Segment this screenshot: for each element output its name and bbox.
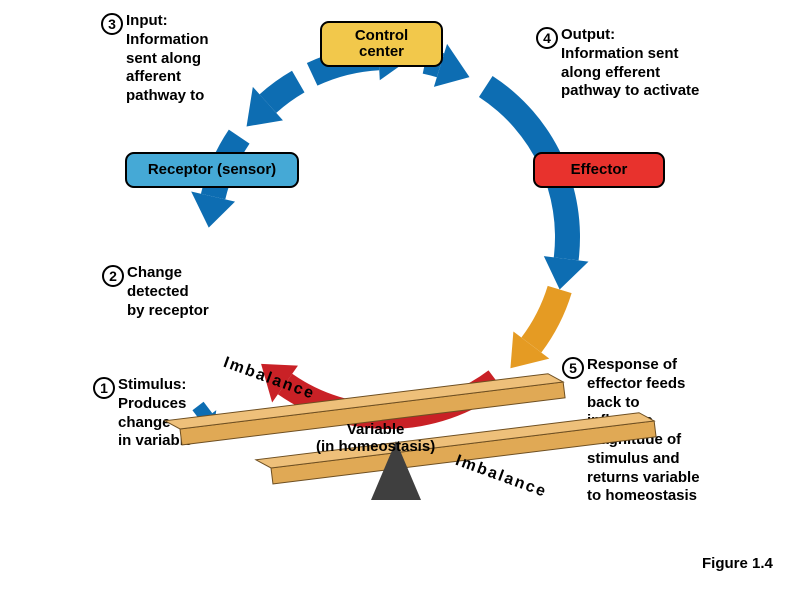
- balance-seesaw: [0, 0, 792, 612]
- variable-center-label: Variable (in homeostasis): [316, 421, 435, 456]
- figure-caption: Figure 1.4: [702, 555, 773, 572]
